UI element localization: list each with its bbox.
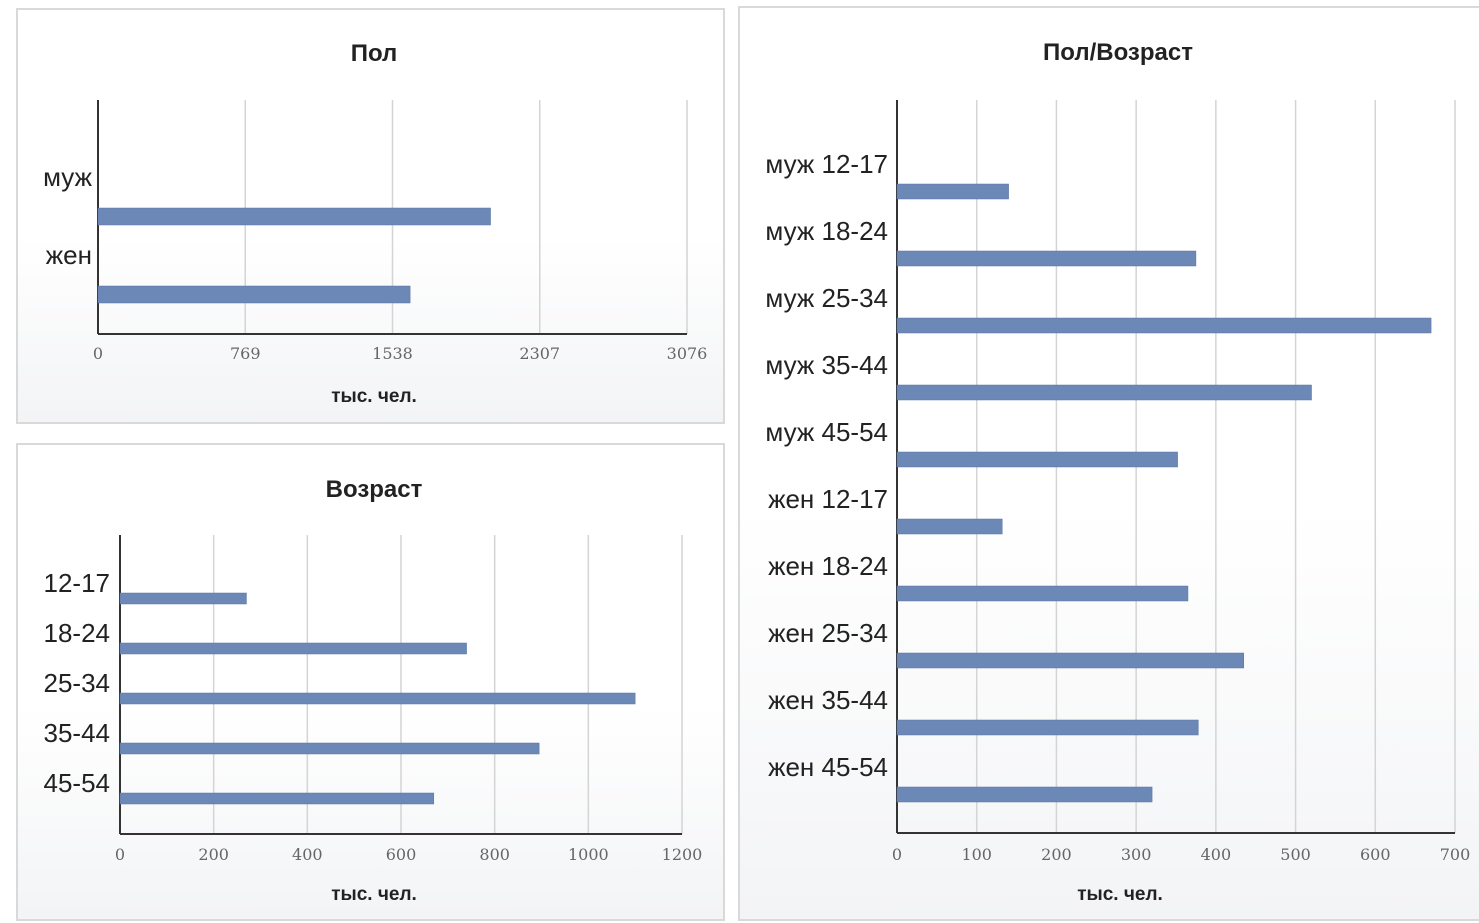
bar (896, 786, 1153, 803)
gender-age-chart-panel: Пол/Возраст 0 100 200 300 400 500 600 700 муж 12… (738, 6, 1479, 921)
bar (896, 719, 1199, 736)
x-tick-label: 3076 (667, 344, 708, 363)
x-axis-label: тыс. чел. (331, 386, 417, 407)
category-label: жен 35-44 (768, 685, 888, 715)
bar (97, 207, 491, 226)
category-label: муж (43, 162, 92, 192)
bar (896, 652, 1245, 669)
x-tick-label: 0 (892, 845, 902, 864)
category-label: 45-54 (44, 768, 111, 798)
bar (896, 183, 1009, 200)
bar (119, 592, 247, 605)
x-tick-label: 769 (230, 344, 261, 363)
category-label: муж 35-44 (765, 350, 888, 380)
x-tick-label: 600 (1360, 845, 1391, 864)
bar (896, 317, 1432, 334)
bar (119, 742, 540, 755)
x-tick-label: 1538 (372, 344, 413, 363)
age-chart: Возраст 0 200 400 600 800 1000 1200 12-17 18-24 2… (44, 476, 703, 905)
x-tick-label: 800 (479, 845, 510, 864)
age-chart-panel: Возраст 0 200 400 600 800 1000 1200 12-17 18-24 2… (16, 443, 725, 921)
category-label: муж 12-17 (765, 149, 888, 179)
category-label: 35-44 (44, 718, 111, 748)
x-tick-label: 400 (292, 845, 323, 864)
category-label: 12-17 (44, 568, 111, 598)
chart-title: Пол (351, 40, 398, 67)
x-tick-label: 500 (1280, 845, 1311, 864)
x-tick-label: 200 (198, 845, 229, 864)
x-tick-label: 700 (1440, 845, 1471, 864)
bar (97, 285, 411, 304)
x-axis-label: тыс. чел. (1077, 884, 1163, 905)
x-tick-label: 400 (1201, 845, 1232, 864)
category-label: муж 25-34 (765, 283, 888, 313)
category-label: муж 45-54 (765, 417, 888, 447)
x-tick-label: 100 (961, 845, 992, 864)
x-tick-label: 600 (386, 845, 417, 864)
gender-chart-panel: Пол 0 769 1538 2307 3076 муж жен тыс. чел. (16, 8, 725, 424)
gender-chart: Пол 0 769 1538 2307 3076 муж жен тыс. чел. (43, 40, 707, 407)
category-label: жен 12-17 (768, 484, 888, 514)
category-label: 25-34 (44, 668, 111, 698)
bar (896, 585, 1189, 602)
age-plot-area: 0 200 400 600 800 1000 1200 12-17 18-24 25-34 35-4… (44, 535, 703, 864)
category-label: 18-24 (44, 618, 111, 648)
gender-age-chart: Пол/Возраст 0 100 200 300 400 500 600 700 муж 12… (765, 39, 1470, 905)
x-tick-label: 1200 (662, 845, 703, 864)
x-tick-label: 0 (93, 344, 103, 363)
gender-age-plot-area: 0 100 200 300 400 500 600 700 муж 12-17 муж 18-24… (765, 100, 1470, 864)
x-tick-label: 1000 (568, 845, 609, 864)
x-tick-label: 2307 (519, 344, 560, 363)
category-label: жен 25-34 (768, 618, 888, 648)
bar (119, 792, 435, 805)
chart-title: Пол/Возраст (1043, 39, 1193, 66)
x-tick-label: 200 (1041, 845, 1072, 864)
bar (896, 518, 1003, 535)
category-label: жен (46, 240, 92, 270)
bar (896, 451, 1178, 468)
bar (896, 384, 1312, 401)
bar (119, 642, 467, 655)
x-tick-label: 0 (115, 845, 125, 864)
chart-title: Возраст (326, 476, 423, 503)
category-label: муж 18-24 (765, 216, 888, 246)
x-tick-label: 300 (1121, 845, 1152, 864)
bar (119, 692, 636, 705)
x-axis-label: тыс. чел. (331, 884, 417, 905)
category-label: жен 18-24 (768, 551, 888, 581)
gender-plot-area: 0 769 1538 2307 3076 муж жен (43, 100, 707, 363)
bar (896, 250, 1197, 267)
category-label: жен 45-54 (768, 752, 888, 782)
